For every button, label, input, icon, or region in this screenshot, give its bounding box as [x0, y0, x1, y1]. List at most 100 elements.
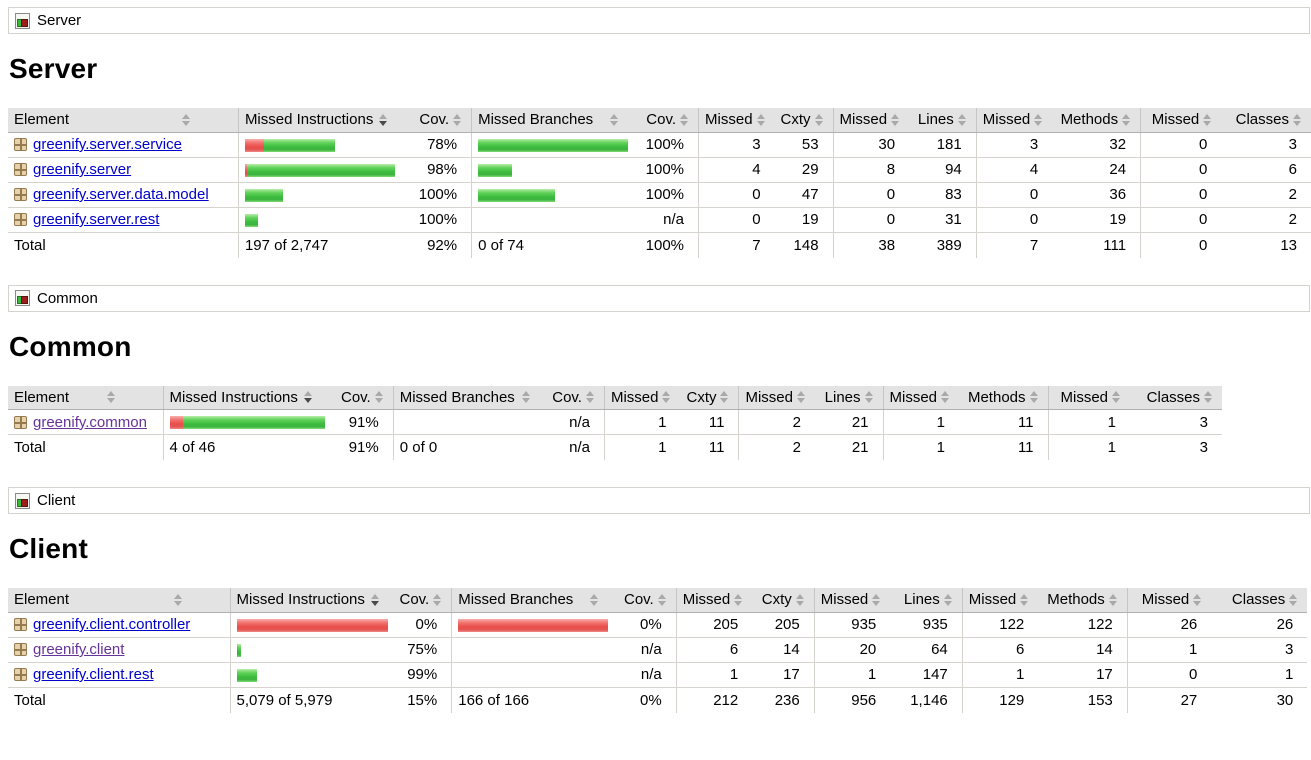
col-cxty[interactable]: Cxty: [680, 385, 739, 410]
sort-desc-icon[interactable]: [303, 391, 312, 404]
col-cxty[interactable]: Cxty: [774, 108, 834, 133]
col-element[interactable]: Element: [8, 108, 239, 133]
col-missed-cxty[interactable]: Missed: [603, 385, 681, 410]
sort-desc-icon[interactable]: [370, 593, 379, 606]
col-instructions-cov[interactable]: Cov.: [393, 588, 452, 613]
sort-icon[interactable]: [1112, 391, 1121, 404]
col-missed-methods[interactable]: Missed: [882, 385, 960, 410]
col-missed-branches[interactable]: Missed Branches: [392, 385, 547, 410]
sort-icon[interactable]: [891, 113, 900, 126]
cell-missed-classes: 0: [1140, 157, 1222, 183]
sort-icon[interactable]: [943, 593, 952, 606]
sort-icon[interactable]: [1203, 113, 1212, 126]
col-methods[interactable]: Methods: [1038, 588, 1128, 613]
col-missed-instructions[interactable]: Missed Instructions: [162, 385, 335, 410]
sort-icon[interactable]: [814, 113, 823, 126]
col-missed-methods[interactable]: Missed: [961, 588, 1039, 613]
package-link[interactable]: greenify.server.rest: [33, 211, 160, 228]
col-branches-cov[interactable]: Cov.: [614, 588, 677, 613]
col-missed-lines[interactable]: Missed: [738, 385, 815, 410]
cell-missed-branches-bar: [451, 662, 615, 688]
col-lines[interactable]: Lines: [890, 588, 963, 613]
cell-total-branches-cov: n/a: [569, 439, 590, 456]
sort-icon[interactable]: [662, 391, 671, 404]
col-element[interactable]: Element: [8, 588, 230, 613]
sort-icon[interactable]: [1034, 113, 1043, 126]
sort-icon[interactable]: [1204, 391, 1213, 404]
col-missed-cxty[interactable]: Missed: [698, 108, 775, 133]
col-label: Missed Branches: [458, 591, 574, 609]
col-instructions-cov[interactable]: Cov.: [400, 108, 472, 133]
col-missed-cxty[interactable]: Missed: [675, 588, 753, 613]
coverage-bar: [236, 668, 388, 682]
bar-covered-segment: [246, 163, 395, 177]
col-lines[interactable]: Lines: [909, 108, 977, 133]
package-link[interactable]: greenify.server: [33, 161, 132, 178]
sort-icon[interactable]: [957, 113, 966, 126]
col-missed-methods[interactable]: Missed: [975, 108, 1053, 133]
col-element[interactable]: Element: [8, 385, 163, 410]
package-link[interactable]: greenify.common: [33, 413, 147, 431]
sort-icon[interactable]: [1108, 593, 1117, 606]
sort-icon[interactable]: [795, 593, 804, 606]
sort-icon[interactable]: [734, 593, 743, 606]
col-missed-lines[interactable]: Missed: [832, 108, 910, 133]
sort-icon[interactable]: [1020, 593, 1029, 606]
col-missed-classes[interactable]: Missed: [1140, 108, 1222, 133]
sort-icon[interactable]: [797, 391, 805, 404]
sort-icon[interactable]: [590, 593, 599, 606]
sort-icon[interactable]: [181, 113, 190, 126]
sort-icon[interactable]: [433, 593, 442, 606]
col-missed-branches[interactable]: Missed Branches: [471, 108, 635, 133]
col-label: Lines: [824, 388, 861, 406]
sort-icon[interactable]: [1293, 113, 1301, 126]
sort-icon[interactable]: [720, 391, 729, 404]
sort-icon[interactable]: [756, 113, 765, 126]
col-missed-classes[interactable]: Missed: [1126, 588, 1212, 613]
sort-icon[interactable]: [1122, 113, 1131, 126]
package-link[interactable]: greenify.client.controller: [33, 616, 191, 633]
sort-icon[interactable]: [657, 593, 666, 606]
package-link[interactable]: greenify.client: [33, 641, 125, 658]
sort-icon[interactable]: [680, 113, 689, 126]
col-branches-cov[interactable]: Cov.: [546, 385, 605, 410]
col-missed-classes[interactable]: Missed: [1047, 385, 1131, 410]
col-label: Classes: [1146, 388, 1201, 406]
package-link[interactable]: greenify.server.service: [33, 136, 182, 153]
table-row: greenify.common 91% n/a 1 11 2 21 1 11 1…: [8, 409, 1223, 435]
col-missed-branches[interactable]: Missed Branches: [451, 588, 615, 613]
col-missed-instructions[interactable]: Missed Instructions: [237, 108, 401, 133]
col-classes[interactable]: Classes: [1130, 385, 1223, 410]
col-branches-cov[interactable]: Cov.: [634, 108, 699, 133]
cell-missed-classes: 26: [1126, 612, 1212, 638]
sort-icon[interactable]: [173, 593, 182, 606]
sort-icon[interactable]: [872, 593, 881, 606]
cell-classes: 2: [1221, 207, 1311, 233]
sort-icon[interactable]: [522, 391, 531, 404]
sort-icon[interactable]: [1193, 593, 1202, 606]
col-instructions-cov[interactable]: Cov.: [335, 385, 394, 410]
sort-icon[interactable]: [1029, 391, 1038, 404]
sort-icon[interactable]: [453, 113, 462, 126]
col-label: Element: [14, 591, 70, 609]
col-lines[interactable]: Lines: [815, 385, 883, 410]
col-missed-instructions[interactable]: Missed Instructions: [229, 588, 394, 613]
cell-total-cxty: 236: [774, 691, 800, 709]
col-methods[interactable]: Methods: [959, 385, 1049, 410]
col-classes[interactable]: Classes: [1221, 108, 1311, 133]
col-missed-lines[interactable]: Missed: [813, 588, 891, 613]
col-cxty[interactable]: Cxty: [752, 588, 815, 613]
package-link[interactable]: greenify.client.rest: [33, 666, 154, 683]
sort-icon[interactable]: [941, 391, 950, 404]
sort-icon[interactable]: [585, 391, 594, 404]
sort-icon[interactable]: [1289, 593, 1298, 606]
sort-icon[interactable]: [864, 391, 873, 404]
col-classes[interactable]: Classes: [1211, 588, 1308, 613]
sort-icon[interactable]: [374, 391, 383, 404]
package-link[interactable]: greenify.server.data.model: [33, 186, 209, 203]
sort-icon[interactable]: [106, 391, 115, 404]
sort-desc-icon[interactable]: [379, 113, 388, 126]
sort-icon[interactable]: [610, 113, 619, 126]
col-methods[interactable]: Methods: [1052, 108, 1141, 133]
cell-missed-branches-bar: [451, 637, 615, 663]
